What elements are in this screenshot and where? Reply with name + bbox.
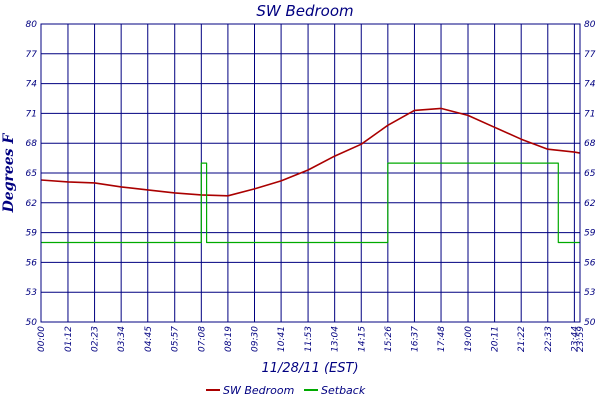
- y-tick-label-right: 77: [584, 50, 596, 60]
- y-tick-label-right: 80: [584, 20, 596, 30]
- x-tick-label: 01:12: [64, 326, 74, 352]
- chart-title: SW Bedroom: [256, 2, 353, 20]
- x-tick-label: 03:34: [117, 326, 127, 352]
- y-tick-label-right: 53: [584, 288, 596, 298]
- y-tick-label-left: 53: [26, 288, 38, 298]
- x-tick-label: 21:22: [517, 326, 527, 352]
- x-tick-label: 13:04: [331, 326, 341, 352]
- x-tick-label: 11:53: [304, 326, 314, 352]
- y-tick-label-right: 71: [584, 109, 595, 119]
- legend-label-sw-bedroom: SW Bedroom: [223, 384, 294, 397]
- legend: SW Bedroom Setback: [206, 384, 366, 397]
- x-tick-label: 08:19: [224, 326, 234, 352]
- plot-frame: [40, 23, 581, 323]
- x-tick-label: 15:26: [384, 326, 394, 352]
- y-tick-label-right: 74: [584, 80, 596, 90]
- x-tick-label: 00:00: [37, 326, 47, 352]
- x-tick-label: 10:41: [277, 326, 287, 352]
- x-tick-label: 23:44: [570, 326, 580, 352]
- y-tick-label-right: 59: [584, 229, 596, 239]
- y-tick-label-left: 59: [26, 229, 38, 239]
- x-axis-title: 11/28/11 (EST): [261, 361, 358, 376]
- y-tick-label-right: 62: [584, 199, 596, 209]
- x-tick-label: 04:45: [144, 326, 154, 352]
- y-tick-label-left: 74: [26, 80, 38, 90]
- x-tick-label: 02:23: [91, 326, 101, 352]
- x-tick-label: 07:08: [197, 326, 207, 352]
- y-tick-label-right: 65: [584, 169, 596, 179]
- series-line-sw-bedroom: [40, 107, 581, 197]
- x-tick-label: 09:30: [251, 326, 261, 352]
- y-tick-label-right: 56: [584, 258, 596, 268]
- x-tick-label: 14:15: [357, 326, 367, 352]
- y-axis-title: Degrees F: [1, 133, 17, 214]
- series-line-setback: [41, 162, 580, 244]
- legend-label-setback: Setback: [321, 384, 366, 397]
- x-tick-label: 05:57: [171, 326, 181, 352]
- y-tick-label-left: 50: [26, 318, 38, 328]
- y-tick-label-right: 50: [584, 318, 596, 328]
- x-tick-label: 19:00: [464, 326, 474, 352]
- y-tick-label-left: 80: [26, 20, 38, 30]
- x-tick-label: 23:59: [576, 326, 586, 352]
- y-tick-label-right: 68: [584, 139, 596, 149]
- y-tick-label-left: 68: [26, 139, 38, 149]
- y-tick-label-left: 65: [26, 169, 38, 179]
- y-tick-label-left: 62: [26, 199, 38, 209]
- y-tick-label-left: 56: [26, 258, 38, 268]
- y-tick-label-left: 77: [26, 50, 38, 60]
- x-tick-label: 22:33: [544, 326, 554, 352]
- x-tick-label: 20:11: [491, 326, 501, 352]
- x-tick-label: 17:48: [437, 326, 447, 352]
- y-tick-label-left: 71: [26, 109, 37, 119]
- x-tick-label: 16:37: [410, 326, 420, 352]
